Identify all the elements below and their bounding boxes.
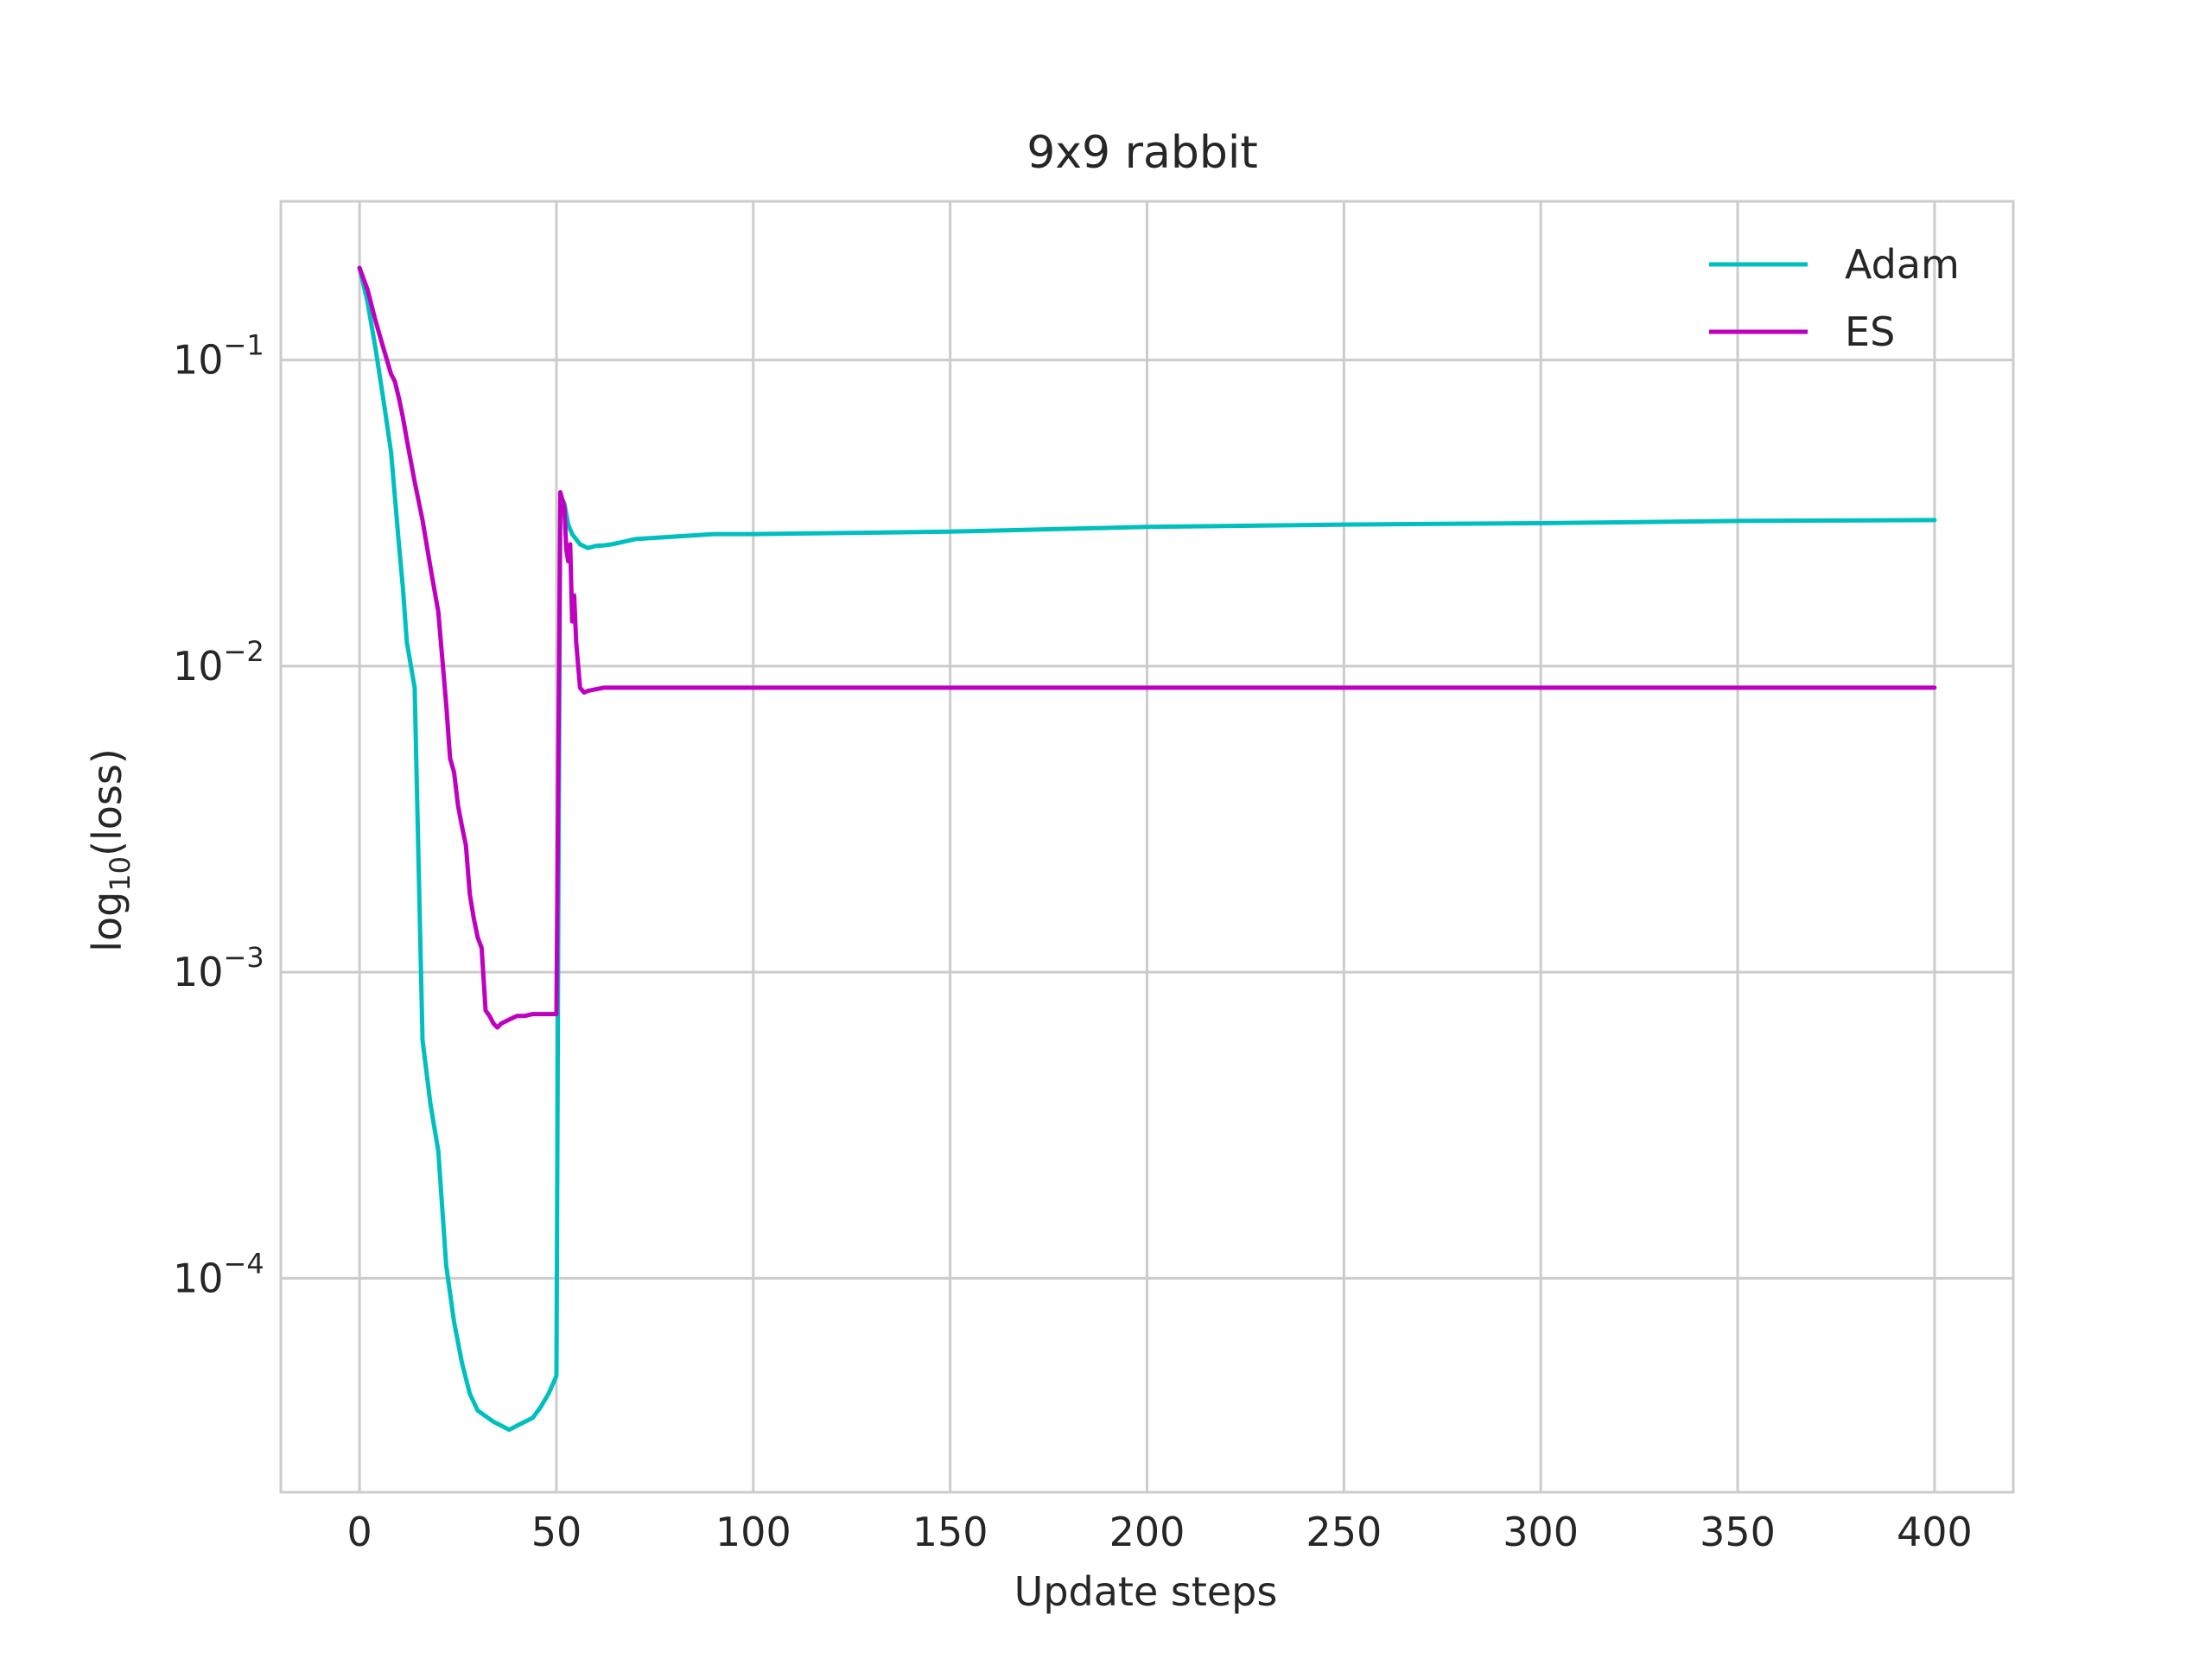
y-axis-label-suffix: (loss) (84, 748, 130, 856)
series-line-adam (357, 265, 1937, 1433)
x-tick-label: 350 (1700, 1509, 1776, 1555)
x-tick-label: 100 (715, 1509, 791, 1555)
y-tick-label: 10−2 (173, 635, 264, 690)
y-tick-exponent: −3 (224, 941, 264, 974)
series-lines (357, 265, 1937, 1433)
x-tick-label: 50 (531, 1509, 582, 1555)
y-tick-base: 10 (173, 949, 224, 995)
chart-title: 9x9 rabbit (1027, 127, 1258, 179)
series-line-es (357, 265, 1937, 1030)
x-tick-label: 300 (1503, 1509, 1579, 1555)
y-tick-exponent: −4 (224, 1247, 264, 1280)
x-tick-label: 250 (1306, 1509, 1382, 1555)
y-axis-label-prefix: log (84, 892, 130, 952)
x-tick-label: 400 (1897, 1509, 1973, 1555)
legend-label: Adam (1845, 241, 1960, 288)
y-axis-label: log10(loss) (84, 748, 137, 952)
y-tick-exponent: −2 (224, 635, 264, 668)
plot-frame (279, 200, 2015, 1494)
y-axis-label-subscript: 10 (104, 856, 137, 892)
y-tick-exponent: −1 (224, 329, 264, 362)
x-axis-ticks: 0 50 100 150 200 250 300 350 400 (346, 1509, 1972, 1555)
y-tick-label: 10−4 (173, 1247, 264, 1301)
y-tick-base: 10 (173, 643, 224, 690)
y-tick-base: 10 (173, 1255, 224, 1301)
y-axis-ticks: 10−110−210−310−4 (173, 329, 264, 1302)
legend: Adam ES (1709, 241, 1960, 355)
x-tick-label: 200 (1109, 1509, 1185, 1555)
x-tick-label: 150 (912, 1509, 988, 1555)
y-tick-label: 10−1 (173, 329, 264, 384)
x-tick-label: 0 (346, 1509, 372, 1555)
y-tick-base: 10 (173, 337, 224, 384)
legend-label: ES (1845, 308, 1895, 355)
x-axis-label: Update steps (1014, 1568, 1278, 1615)
y-tick-label: 10−3 (173, 941, 264, 995)
